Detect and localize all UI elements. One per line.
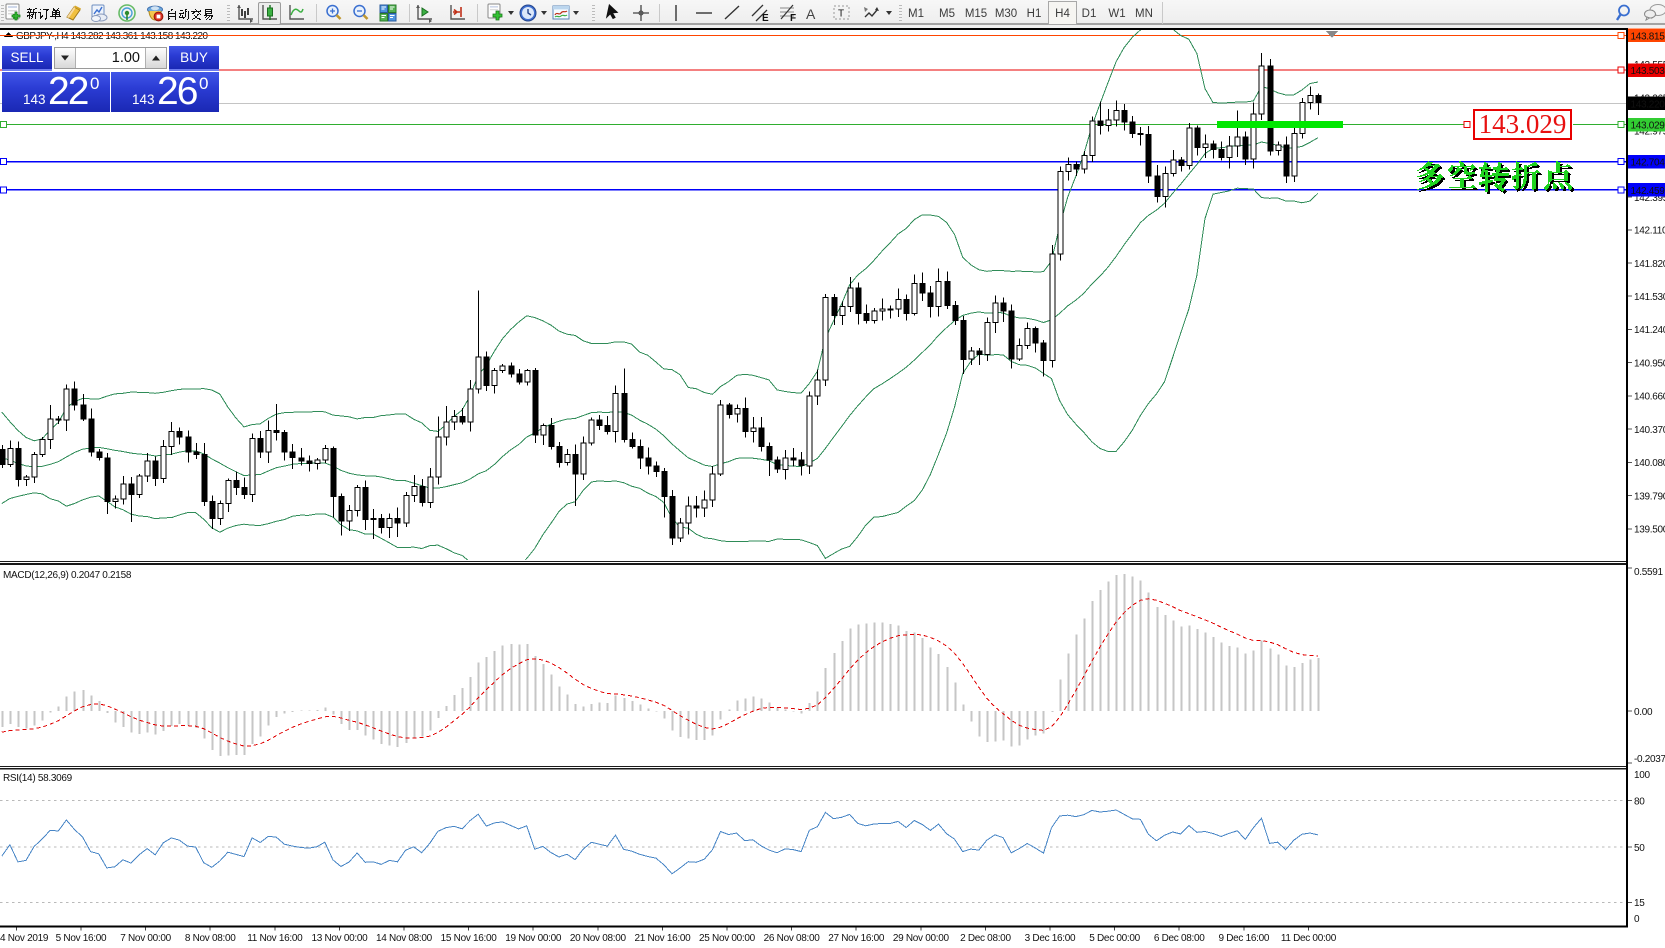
- svg-text:143.503: 143.503: [1631, 66, 1665, 77]
- svg-text:19 Nov 00:00: 19 Nov 00:00: [505, 933, 562, 944]
- svg-text:9 Dec 16:00: 9 Dec 16:00: [1218, 933, 1269, 944]
- svg-text:0.5591: 0.5591: [1634, 567, 1664, 578]
- svg-text:6 Dec 08:00: 6 Dec 08:00: [1154, 933, 1205, 944]
- svg-text:11 Nov 16:00: 11 Nov 16:00: [247, 933, 303, 944]
- svg-text:141.240: 141.240: [1634, 325, 1665, 336]
- svg-text:141.820: 141.820: [1634, 259, 1665, 270]
- svg-text:142.704: 142.704: [1631, 158, 1665, 169]
- svg-text:E: E: [762, 13, 769, 23]
- svg-text:50: 50: [1634, 843, 1645, 854]
- svg-text:143.220: 143.220: [1631, 99, 1665, 110]
- svg-text:142.975: 142.975: [1634, 127, 1665, 138]
- svg-text:100: 100: [1634, 770, 1651, 781]
- svg-text:142.395: 142.395: [1634, 193, 1665, 204]
- svg-text:RSI(14) 58.3069: RSI(14) 58.3069: [3, 773, 73, 784]
- svg-text:14 Nov 08:00: 14 Nov 08:00: [376, 933, 433, 944]
- svg-text:8 Nov 08:00: 8 Nov 08:00: [185, 933, 236, 944]
- svg-text:0.00: 0.00: [1634, 707, 1653, 718]
- svg-text:13 Nov 00:00: 13 Nov 00:00: [311, 933, 368, 944]
- svg-text:21 Nov 16:00: 21 Nov 16:00: [634, 933, 691, 944]
- svg-text:140.660: 140.660: [1634, 392, 1665, 403]
- svg-text:140.370: 140.370: [1634, 425, 1665, 436]
- svg-text:MACD(12,26,9) 0.2047 0.2158: MACD(12,26,9) 0.2047 0.2158: [3, 570, 132, 581]
- svg-text:-0.2037: -0.2037: [1634, 754, 1665, 765]
- svg-text:140.080: 140.080: [1634, 458, 1665, 469]
- svg-text:139.790: 139.790: [1634, 491, 1665, 502]
- svg-text:15 Nov 16:00: 15 Nov 16:00: [441, 933, 498, 944]
- svg-text:GBPJPY-,H4 143.282 143.361 14: GBPJPY-,H4 143.282 143.361 143.158 143.2…: [16, 31, 209, 42]
- svg-text:139.500: 139.500: [1634, 525, 1665, 536]
- svg-text:142.110: 142.110: [1634, 226, 1665, 237]
- svg-text:29 Nov 00:00: 29 Nov 00:00: [893, 933, 950, 944]
- svg-text:25 Nov 00:00: 25 Nov 00:00: [699, 933, 756, 944]
- svg-text:T: T: [838, 9, 844, 20]
- svg-text:20 Nov 08:00: 20 Nov 08:00: [570, 933, 627, 944]
- svg-text:5 Dec 00:00: 5 Dec 00:00: [1089, 933, 1140, 944]
- svg-text:0: 0: [1634, 914, 1640, 925]
- svg-text:27 Nov 16:00: 27 Nov 16:00: [828, 933, 885, 944]
- svg-text:142.459: 142.459: [1631, 186, 1665, 197]
- svg-text:2 Dec 08:00: 2 Dec 08:00: [960, 933, 1011, 944]
- svg-text:141.530: 141.530: [1634, 292, 1665, 303]
- svg-text:3 Dec 16:00: 3 Dec 16:00: [1025, 933, 1076, 944]
- svg-text:26 Nov 08:00: 26 Nov 08:00: [764, 933, 821, 944]
- svg-text:F: F: [790, 13, 796, 23]
- svg-text:143.029: 143.029: [1631, 121, 1665, 132]
- svg-text:7 Nov 00:00: 7 Nov 00:00: [120, 933, 171, 944]
- svg-text:4 Nov 2019: 4 Nov 2019: [0, 933, 49, 944]
- svg-text:140.950: 140.950: [1634, 359, 1665, 370]
- svg-text:11 Dec 00:00: 11 Dec 00:00: [1281, 933, 1337, 944]
- svg-text:143.815: 143.815: [1631, 31, 1665, 42]
- svg-text:80: 80: [1634, 796, 1645, 807]
- svg-text:15: 15: [1634, 898, 1645, 909]
- svg-text:5 Nov 16:00: 5 Nov 16:00: [56, 933, 107, 944]
